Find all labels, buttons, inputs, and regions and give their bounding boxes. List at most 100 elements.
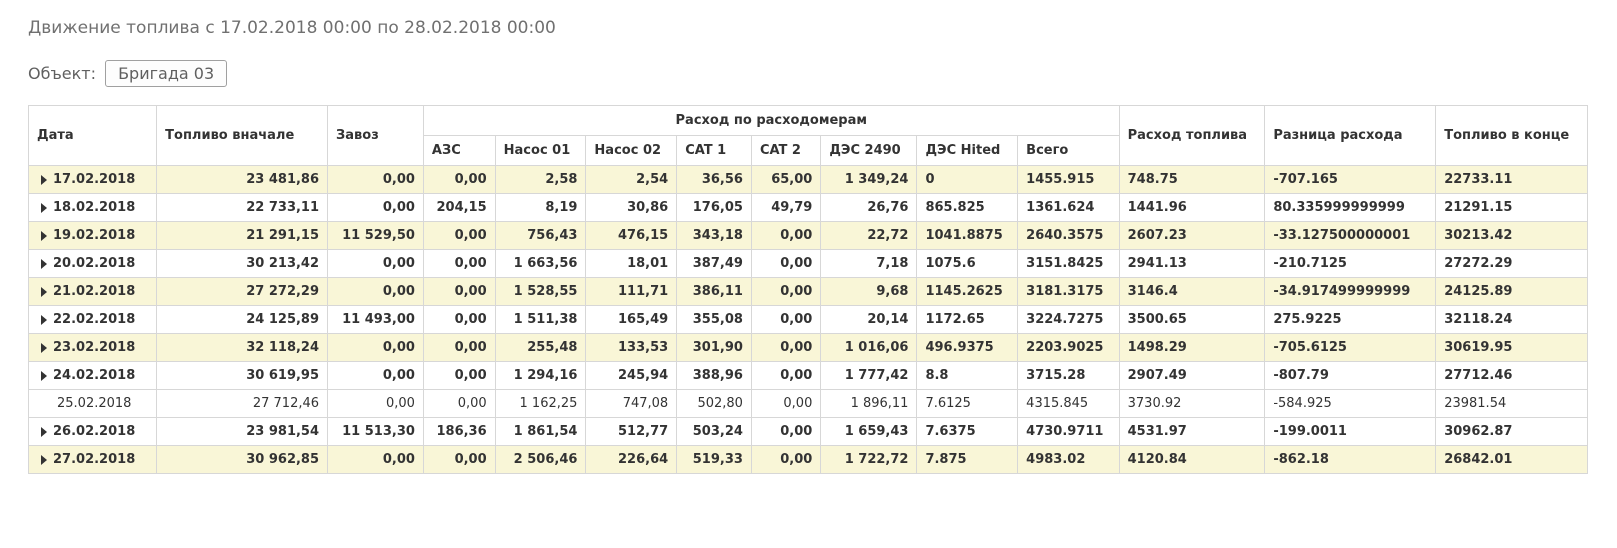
expand-icon[interactable] bbox=[41, 175, 47, 185]
cell-deshited: 496.9375 bbox=[917, 334, 1018, 362]
cell-pump01: 1 528,55 bbox=[495, 278, 586, 306]
expand-icon[interactable] bbox=[41, 231, 47, 241]
col-difference[interactable]: Разница расхода bbox=[1265, 106, 1436, 166]
cell-fuel-start: 27 712,46 bbox=[157, 390, 328, 418]
row-date[interactable]: 17.02.2018 bbox=[29, 166, 157, 194]
cell-pump02: 165,49 bbox=[586, 306, 677, 334]
cell-total: 4983.02 bbox=[1018, 446, 1119, 474]
page-title: Движение топлива с 17.02.2018 00:00 по 2… bbox=[28, 18, 1588, 38]
cell-pump02: 512,77 bbox=[586, 418, 677, 446]
col-deshited[interactable]: ДЭС Hited bbox=[917, 136, 1018, 166]
col-fuel-end[interactable]: Топливо в конце bbox=[1436, 106, 1588, 166]
cell-difference: 80.335999999999 bbox=[1265, 194, 1436, 222]
cell-delivery: 11 529,50 bbox=[328, 222, 424, 250]
cell-cat2: 0,00 bbox=[751, 390, 820, 418]
cell-deshited: 1075.6 bbox=[917, 250, 1018, 278]
cell-cat1: 387,49 bbox=[677, 250, 752, 278]
row-date[interactable]: 26.02.2018 bbox=[29, 418, 157, 446]
col-fuel-start[interactable]: Топливо вначале bbox=[157, 106, 328, 166]
expand-icon[interactable] bbox=[41, 203, 47, 213]
cell-fuel-end: 30213.42 bbox=[1436, 222, 1588, 250]
cell-pump02: 2,54 bbox=[586, 166, 677, 194]
cell-des2490: 1 659,43 bbox=[821, 418, 917, 446]
col-total[interactable]: Всего bbox=[1018, 136, 1119, 166]
cell-azs: 0,00 bbox=[423, 222, 495, 250]
object-line: Объект: Бригада 03 bbox=[28, 60, 1588, 87]
row-date[interactable]: 23.02.2018 bbox=[29, 334, 157, 362]
cell-pump01: 756,43 bbox=[495, 222, 586, 250]
cell-fuel-end: 27272.29 bbox=[1436, 250, 1588, 278]
expand-icon[interactable] bbox=[41, 427, 47, 437]
cell-pump02: 133,53 bbox=[586, 334, 677, 362]
cell-total: 4730.9711 bbox=[1018, 418, 1119, 446]
col-cat1[interactable]: CAT 1 bbox=[677, 136, 752, 166]
col-pump02[interactable]: Насос 02 bbox=[586, 136, 677, 166]
cell-difference: -210.7125 bbox=[1265, 250, 1436, 278]
cell-cat2: 0,00 bbox=[751, 334, 820, 362]
row-date[interactable]: 20.02.2018 bbox=[29, 250, 157, 278]
row-date[interactable]: 24.02.2018 bbox=[29, 362, 157, 390]
cell-delivery: 0,00 bbox=[328, 390, 424, 418]
col-pump01[interactable]: Насос 01 bbox=[495, 136, 586, 166]
cell-fuel-start: 30 962,85 bbox=[157, 446, 328, 474]
cell-pump01: 1 294,16 bbox=[495, 362, 586, 390]
cell-des2490: 9,68 bbox=[821, 278, 917, 306]
cell-difference: -807.79 bbox=[1265, 362, 1436, 390]
cell-delivery: 0,00 bbox=[328, 362, 424, 390]
cell-fuel-end: 30619.95 bbox=[1436, 334, 1588, 362]
cell-fuel-end: 32118.24 bbox=[1436, 306, 1588, 334]
cell-fuel-end: 21291.15 bbox=[1436, 194, 1588, 222]
cell-cat1: 343,18 bbox=[677, 222, 752, 250]
cell-cat2: 0,00 bbox=[751, 250, 820, 278]
col-date[interactable]: Дата bbox=[29, 106, 157, 166]
cell-fuel-used: 3146.4 bbox=[1119, 278, 1265, 306]
cell-difference: -199.0011 bbox=[1265, 418, 1436, 446]
row-date[interactable]: 22.02.2018 bbox=[29, 306, 157, 334]
cell-cat1: 503,24 bbox=[677, 418, 752, 446]
expand-icon[interactable] bbox=[41, 287, 47, 297]
row-date[interactable]: 18.02.2018 bbox=[29, 194, 157, 222]
cell-azs: 0,00 bbox=[423, 306, 495, 334]
row-date[interactable]: 27.02.2018 bbox=[29, 446, 157, 474]
cell-deshited: 1145.2625 bbox=[917, 278, 1018, 306]
cell-fuel-used: 2907.49 bbox=[1119, 362, 1265, 390]
cell-fuel-used: 3730.92 bbox=[1119, 390, 1265, 418]
cell-pump02: 30,86 bbox=[586, 194, 677, 222]
expand-icon[interactable] bbox=[41, 259, 47, 269]
cell-des2490: 1 722,72 bbox=[821, 446, 917, 474]
col-des2490[interactable]: ДЭС 2490 bbox=[821, 136, 917, 166]
expand-icon[interactable] bbox=[41, 343, 47, 353]
cell-azs: 204,15 bbox=[423, 194, 495, 222]
cell-pump01: 2,58 bbox=[495, 166, 586, 194]
expand-icon[interactable] bbox=[41, 371, 47, 381]
expand-icon[interactable] bbox=[41, 455, 47, 465]
cell-cat1: 519,33 bbox=[677, 446, 752, 474]
col-azs[interactable]: АЗС bbox=[423, 136, 495, 166]
cell-total: 4315.845 bbox=[1018, 390, 1119, 418]
cell-pump02: 245,94 bbox=[586, 362, 677, 390]
expand-icon[interactable] bbox=[41, 315, 47, 325]
cell-pump01: 1 861,54 bbox=[495, 418, 586, 446]
cell-fuel-start: 22 733,11 bbox=[157, 194, 328, 222]
row-date[interactable]: 19.02.2018 bbox=[29, 222, 157, 250]
cell-fuel-used: 2607.23 bbox=[1119, 222, 1265, 250]
cell-fuel-used: 1441.96 bbox=[1119, 194, 1265, 222]
col-fuel-used[interactable]: Расход топлива bbox=[1119, 106, 1265, 166]
cell-fuel-start: 32 118,24 bbox=[157, 334, 328, 362]
cell-fuel-used: 4531.97 bbox=[1119, 418, 1265, 446]
cell-fuel-end: 22733.11 bbox=[1436, 166, 1588, 194]
cell-delivery: 0,00 bbox=[328, 194, 424, 222]
row-date: 25.02.2018 bbox=[29, 390, 157, 418]
cell-azs: 0,00 bbox=[423, 390, 495, 418]
cell-des2490: 1 777,42 bbox=[821, 362, 917, 390]
cell-deshited: 1172.65 bbox=[917, 306, 1018, 334]
cell-pump01: 1 162,25 bbox=[495, 390, 586, 418]
cell-fuel-used: 4120.84 bbox=[1119, 446, 1265, 474]
col-cat2[interactable]: CAT 2 bbox=[751, 136, 820, 166]
cell-difference: -862.18 bbox=[1265, 446, 1436, 474]
object-select-button[interactable]: Бригада 03 bbox=[105, 60, 227, 87]
row-date[interactable]: 21.02.2018 bbox=[29, 278, 157, 306]
cell-cat2: 0,00 bbox=[751, 278, 820, 306]
cell-total: 3224.7275 bbox=[1018, 306, 1119, 334]
col-delivery[interactable]: Завоз bbox=[328, 106, 424, 166]
